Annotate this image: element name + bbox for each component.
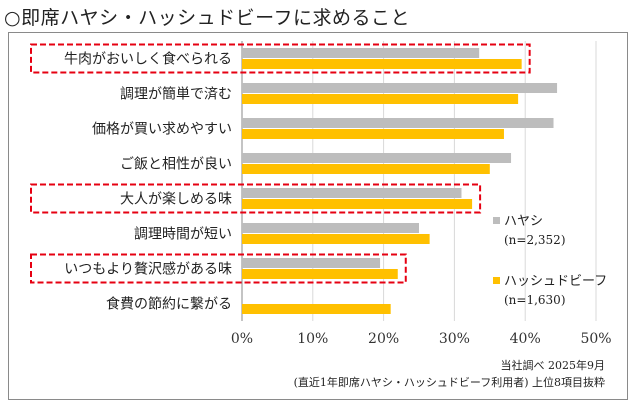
x-tick-label: 40% [510, 331, 541, 347]
category-label: 牛肉がおいしく食べられる [64, 51, 232, 68]
x-tick-label: 10% [297, 331, 328, 347]
bar-hayashi [242, 118, 554, 128]
bar-hashed-beef [242, 304, 391, 314]
legend-sample: (n=1,630) [504, 293, 566, 307]
bar-hashed-beef [242, 129, 504, 139]
category-label: 調理時間が短い [134, 227, 232, 243]
x-tick-label: 50% [580, 331, 611, 347]
bar-hashed-beef [242, 94, 519, 104]
bar-hayashi [242, 83, 558, 93]
chart-frame: 0% 10% 20% 30% 40% 50% 牛肉がおいしく食べられる調理が簡単で済む価格が… [8, 32, 628, 400]
survey-note: (直近1年即席ハヤシ・ハッシュドビーフ利用者) 上位8項目抜粋 [293, 376, 605, 389]
category-label: 調理が簡単で済む [120, 87, 232, 103]
legend-swatch [493, 217, 500, 224]
legend-label: ハッシュドビーフ [504, 274, 607, 289]
bar-hayashi [242, 223, 419, 233]
legend-swatch [493, 277, 500, 284]
highlight-box [30, 253, 407, 284]
bar-hayashi [242, 153, 512, 163]
highlight-box [30, 183, 482, 214]
x-tick-label: 30% [439, 331, 470, 347]
bar-hayashi [242, 48, 480, 58]
x-tick-label: 20% [368, 331, 399, 347]
bar-hayashi [242, 188, 462, 198]
highlight-box [30, 43, 531, 74]
bar-hashed-beef [242, 164, 490, 174]
bar-hayashi [242, 258, 381, 268]
category-label: ご飯と相性が良い [120, 156, 232, 173]
x-tick-label: 0% [231, 331, 253, 347]
category-label: 食費の節約に繋がる [106, 296, 232, 313]
legend-sample: (n=2,352) [504, 233, 566, 247]
category-label: 大人が楽しめる味 [120, 192, 232, 208]
bar-hashed-beef [242, 269, 398, 279]
bar-hashed-beef [242, 234, 430, 244]
chart-title: ○即席ハヤシ・ハッシュドビーフに求めること [4, 7, 410, 29]
category-label: 価格が買い求めやすい [92, 122, 232, 138]
source-note: 当社調べ 2025年9月 [500, 359, 606, 372]
legend-label: ハヤシ [504, 214, 543, 229]
category-label: いつもより贅沢感がある味 [64, 261, 232, 278]
bar-chart: 0% 10% 20% 30% 40% 50% 牛肉がおいしく食べられる調理が簡単で済む価格が… [30, 41, 612, 347]
bar-hashed-beef [242, 59, 522, 69]
bar-hashed-beef [242, 199, 473, 209]
